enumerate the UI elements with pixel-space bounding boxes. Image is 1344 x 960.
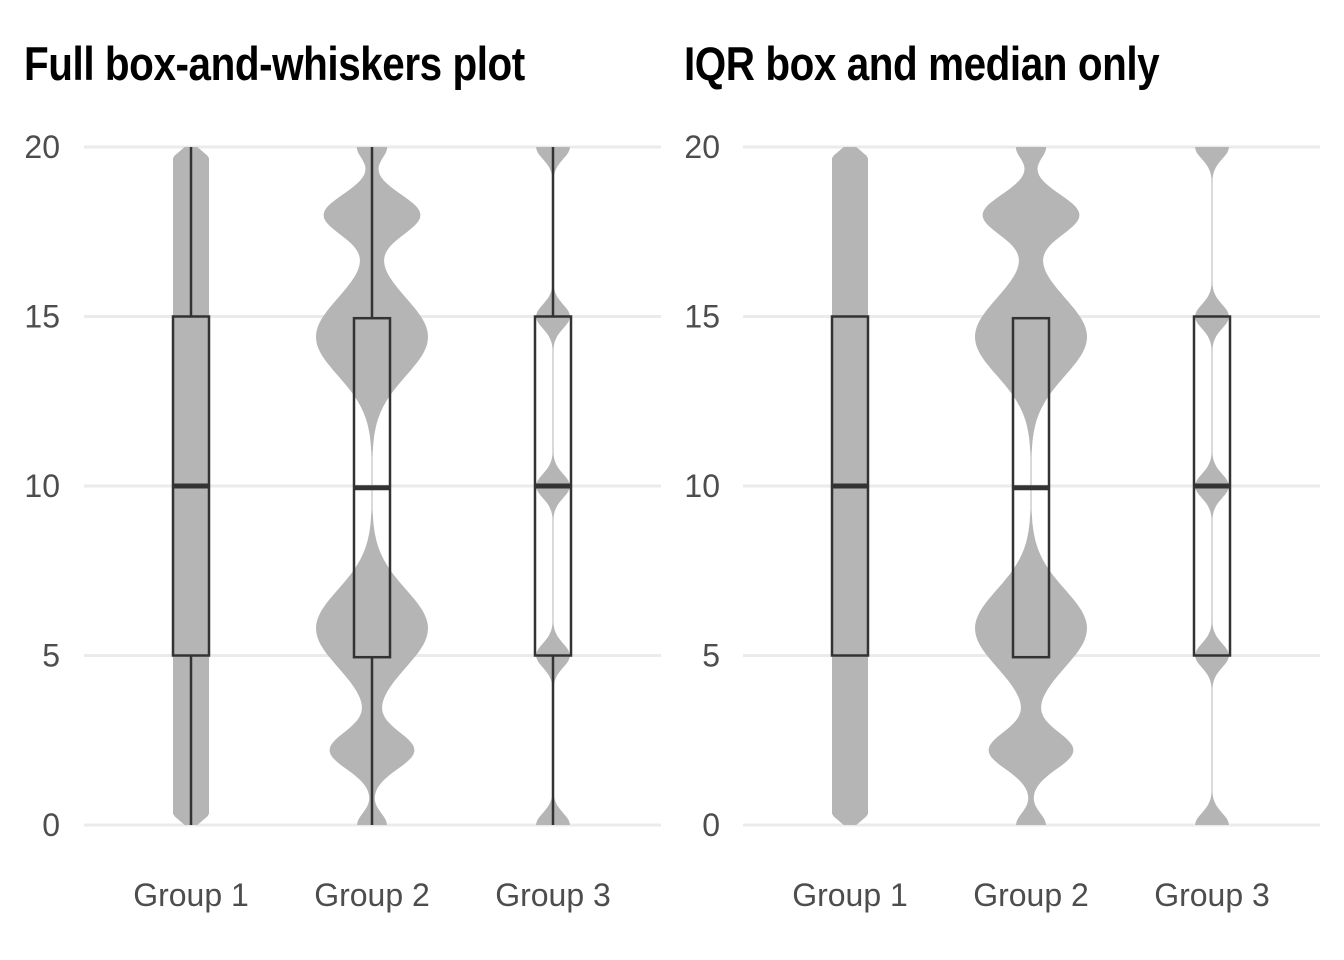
x-tick-label: Group 3 (495, 877, 611, 913)
chart-title-right: IQR box and median only (684, 37, 1160, 90)
chart-panel-2: 0 5 10 15 20 Group 1 Group 2 Group 3 (684, 129, 1320, 913)
y-tick-label: 20 (684, 129, 720, 165)
x-tick-label: Group 1 (133, 877, 249, 913)
y-tick-label: 15 (684, 299, 720, 335)
chart-panel-1: 0 5 10 15 20 Group 1 Group 2 Group 3 (24, 129, 661, 913)
y-tick-label: 10 (684, 468, 720, 504)
y-tick-label: 0 (42, 807, 60, 843)
x-tick-label: Group 1 (792, 877, 908, 913)
y-tick-label: 10 (24, 468, 60, 504)
x-tick-label: Group 2 (973, 877, 1089, 913)
y-tick-label: 5 (702, 638, 720, 674)
chart-title-left: Full box-and-whiskers plot (24, 37, 525, 90)
y-tick-label: 20 (24, 129, 60, 165)
x-tick-label: Group 3 (1154, 877, 1270, 913)
y-tick-label: 5 (42, 638, 60, 674)
x-tick-label: Group 2 (314, 877, 430, 913)
y-tick-label: 15 (24, 299, 60, 335)
y-tick-label: 0 (702, 807, 720, 843)
